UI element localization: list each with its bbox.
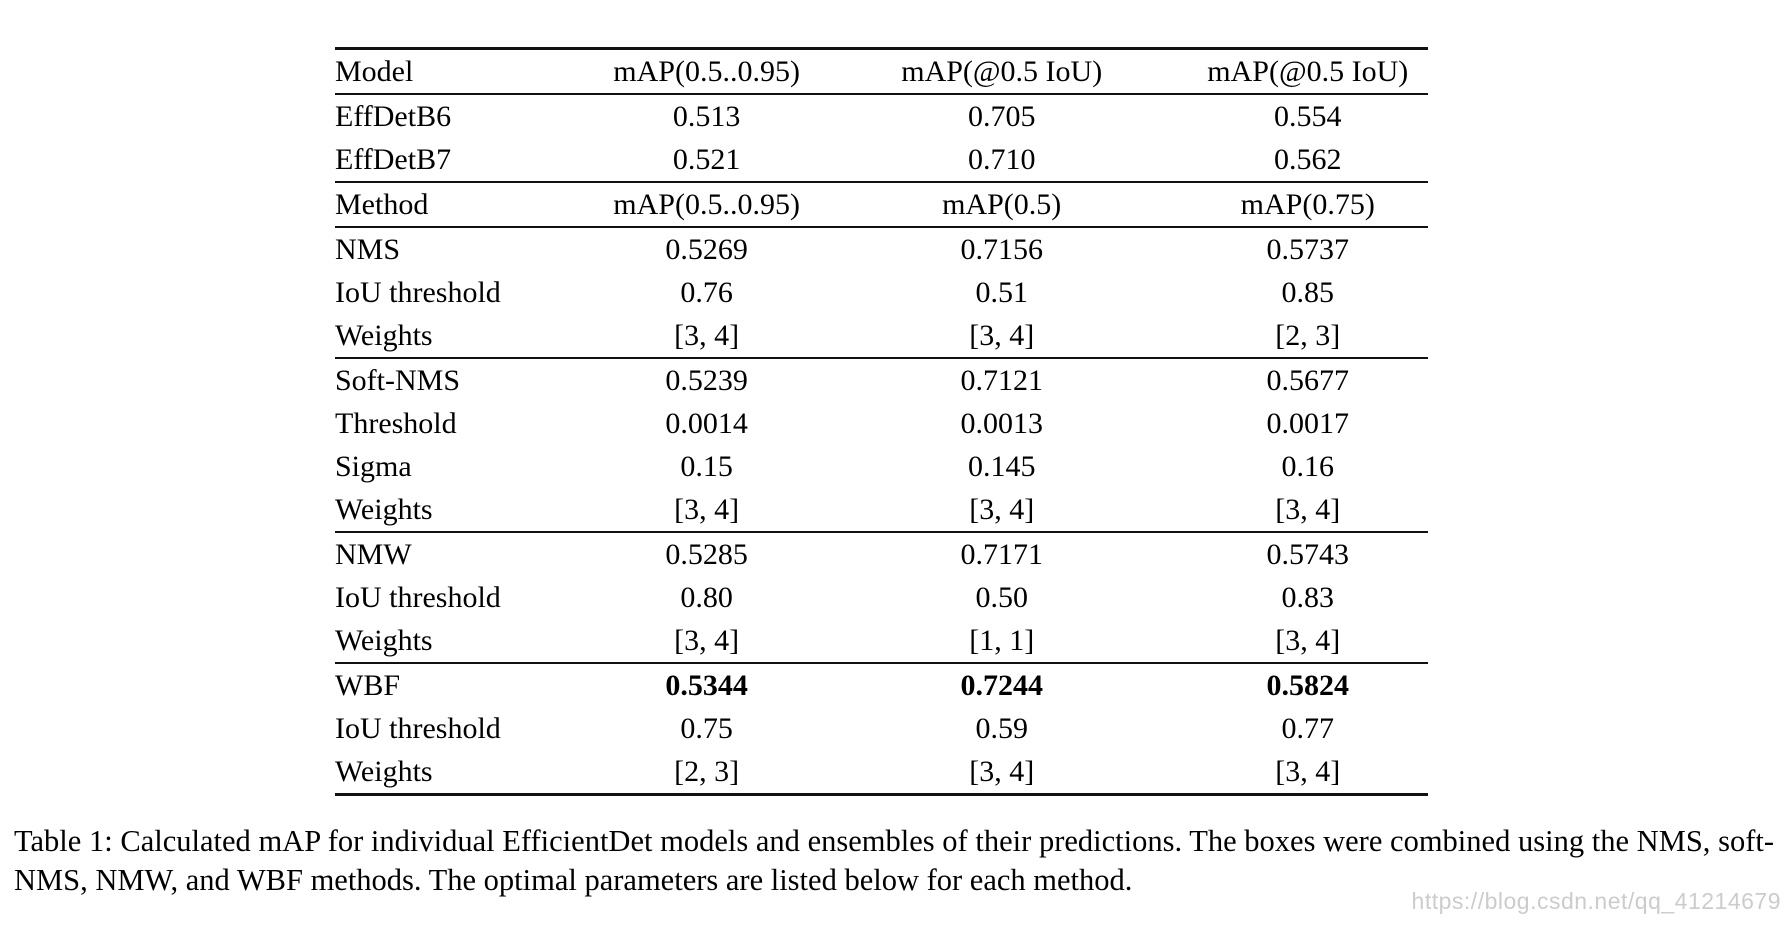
cell-value: 0.5269 bbox=[665, 232, 748, 266]
table-row-nms-weights: Weights [3, 4] [3, 4] [2, 3] bbox=[335, 314, 1428, 358]
cell-value: 0.85 bbox=[1281, 275, 1335, 309]
cell-value: 0.513 bbox=[672, 99, 741, 133]
column-header: Method bbox=[335, 181, 598, 228]
cell-value: 0.5743 bbox=[1187, 531, 1428, 576]
cell-value: 0.562 bbox=[1274, 142, 1342, 176]
cell-value: 0.0014 bbox=[665, 406, 748, 440]
table-row-softnms-sigma: Sigma 0.15 0.145 0.16 bbox=[335, 445, 1428, 488]
cell-value: [3, 4] bbox=[969, 754, 1035, 788]
cell-value: [3, 4] bbox=[674, 492, 740, 526]
table-row-nmw-iou: IoU threshold 0.80 0.50 0.83 bbox=[335, 576, 1428, 619]
table-row-wbf: WBF 0.5344 0.7244 0.5824 bbox=[335, 662, 1428, 707]
cell-value: 0.145 bbox=[967, 449, 1036, 483]
cell-value: 0.554 bbox=[1274, 99, 1342, 133]
cell-value: 0.7171 bbox=[815, 531, 1188, 576]
cell-value: 0.83 bbox=[1281, 580, 1335, 614]
cell-value: 0.16 bbox=[1281, 449, 1335, 483]
cell-value: 0.5285 bbox=[597, 531, 816, 576]
row-label: Soft-NMS bbox=[335, 357, 598, 402]
column-header: mAP(0.75) bbox=[1187, 181, 1428, 228]
cell-value: 0.51 bbox=[975, 275, 1028, 309]
results-table: Model mAP(0.5..0.95) mAP(@0.5 IoU) mAP(@… bbox=[335, 47, 1428, 796]
cell-value: 0.7156 bbox=[960, 232, 1043, 266]
row-label: Sigma bbox=[335, 449, 412, 483]
table-row-softnms-threshold: Threshold 0.0014 0.0013 0.0017 bbox=[335, 402, 1428, 445]
column-header: mAP(0.5..0.95) bbox=[597, 181, 816, 228]
table-row-effdetb7: EffDetB7 0.521 0.710 0.562 bbox=[335, 138, 1428, 182]
cell-value: 0.59 bbox=[975, 711, 1028, 745]
results-table-container: Model mAP(0.5..0.95) mAP(@0.5 IoU) mAP(@… bbox=[335, 47, 1428, 796]
cell-value: 0.5737 bbox=[1266, 232, 1350, 266]
table-row-wbf-iou: IoU threshold 0.75 0.59 0.77 bbox=[335, 707, 1428, 750]
cell-value: [3, 4] bbox=[1275, 623, 1341, 657]
table-row-nmw: NMW 0.5285 0.7171 0.5743 bbox=[335, 531, 1428, 576]
cell-value: 0.7121 bbox=[815, 357, 1188, 402]
cell-value: [2, 3] bbox=[674, 754, 740, 788]
row-label: IoU threshold bbox=[335, 580, 501, 614]
cell-value-best: 0.5344 bbox=[597, 662, 816, 707]
row-label: NMW bbox=[335, 531, 598, 576]
column-header: mAP(@0.5 IoU) bbox=[1187, 48, 1428, 95]
row-label: Weights bbox=[335, 754, 433, 788]
cell-value: [3, 4] bbox=[1275, 754, 1341, 788]
cell-value: 0.15 bbox=[680, 449, 733, 483]
cell-value: 0.75 bbox=[680, 711, 733, 745]
cell-value: 0.521 bbox=[672, 142, 741, 176]
column-header: mAP(@0.5 IoU) bbox=[815, 48, 1188, 95]
watermark-url: https://blog.csdn.net/qq_41214679 bbox=[1411, 888, 1781, 914]
row-label: Weights bbox=[335, 623, 433, 657]
row-label: Weights bbox=[335, 492, 433, 526]
cell-value: 0.5239 bbox=[597, 357, 816, 402]
cell-value: 0.50 bbox=[975, 580, 1028, 614]
cell-value: 0.0017 bbox=[1266, 406, 1350, 440]
cell-value-best: 0.7244 bbox=[815, 662, 1188, 707]
row-label: Threshold bbox=[335, 406, 457, 440]
cell-value: [3, 4] bbox=[969, 318, 1035, 352]
row-label: IoU threshold bbox=[335, 711, 501, 745]
cell-value: 0.710 bbox=[967, 142, 1036, 176]
row-label: EffDetB6 bbox=[335, 99, 452, 133]
row-label: NMS bbox=[335, 232, 401, 266]
table-row-nmw-weights: Weights [3, 4] [1, 1] [3, 4] bbox=[335, 619, 1428, 663]
row-label: IoU threshold bbox=[335, 275, 501, 309]
table-row-nms: NMS 0.5269 0.7156 0.5737 bbox=[335, 227, 1428, 271]
table-header-models: Model mAP(0.5..0.95) mAP(@0.5 IoU) mAP(@… bbox=[335, 48, 1428, 95]
cell-value: [3, 4] bbox=[1275, 492, 1341, 526]
table-caption: Table 1: Calculated mAP for individual E… bbox=[14, 824, 1774, 897]
table-row-softnms-weights: Weights [3, 4] [3, 4] [3, 4] bbox=[335, 488, 1428, 532]
table-row-softnms: Soft-NMS 0.5239 0.7121 0.5677 bbox=[335, 357, 1428, 402]
column-header: mAP(0.5) bbox=[815, 181, 1188, 228]
cell-value: 0.0013 bbox=[960, 406, 1043, 440]
cell-value: 0.5677 bbox=[1187, 357, 1428, 402]
cell-value: [3, 4] bbox=[969, 492, 1035, 526]
table-row-wbf-weights: Weights [2, 3] [3, 4] [3, 4] bbox=[335, 750, 1428, 795]
row-label: Weights bbox=[335, 318, 433, 352]
cell-value: [1, 1] bbox=[969, 623, 1035, 657]
table-row-nms-iou: IoU threshold 0.76 0.51 0.85 bbox=[335, 271, 1428, 314]
row-label: EffDetB7 bbox=[335, 142, 452, 176]
table-row-effdetb6: EffDetB6 0.513 0.705 0.554 bbox=[335, 94, 1428, 138]
cell-value-best: 0.5824 bbox=[1187, 662, 1428, 707]
cell-value: [3, 4] bbox=[674, 623, 740, 657]
table-header-methods: Method mAP(0.5..0.95) mAP(0.5) mAP(0.75) bbox=[335, 181, 1428, 228]
cell-value: 0.77 bbox=[1281, 711, 1335, 745]
column-header: Model bbox=[335, 48, 598, 95]
cell-value: 0.76 bbox=[680, 275, 733, 309]
row-label: WBF bbox=[335, 662, 598, 707]
cell-value: [3, 4] bbox=[674, 318, 740, 352]
cell-value: [2, 3] bbox=[1275, 318, 1341, 352]
cell-value: 0.705 bbox=[967, 99, 1036, 133]
column-header: mAP(0.5..0.95) bbox=[597, 48, 816, 95]
cell-value: 0.80 bbox=[680, 580, 733, 614]
